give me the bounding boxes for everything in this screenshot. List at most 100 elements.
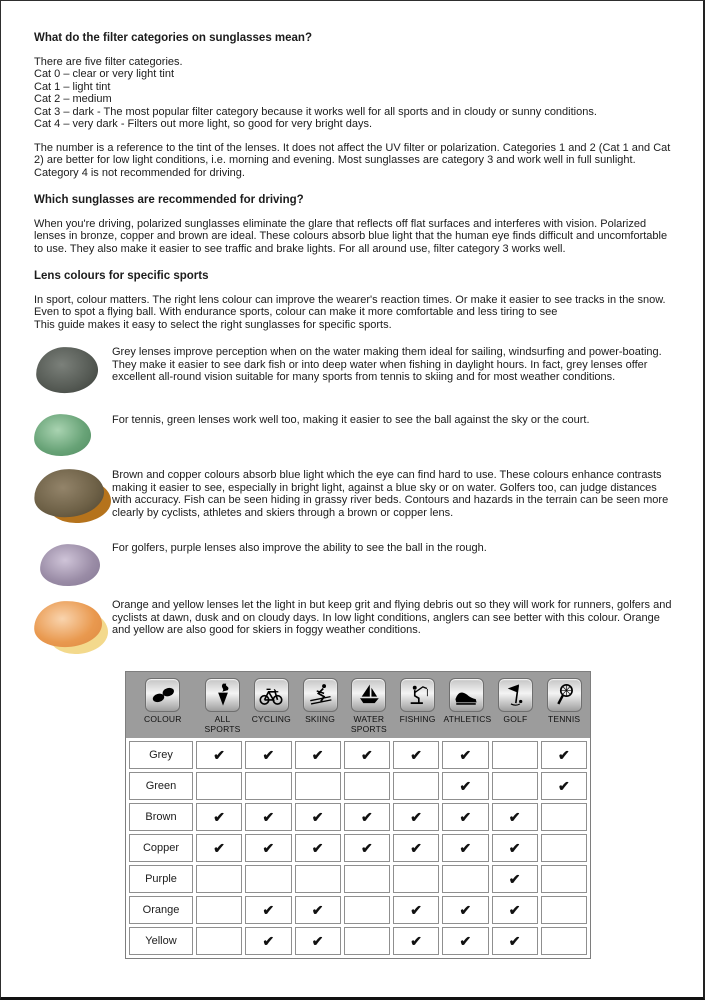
heading-filter-categories: What do the filter categories on sunglas… [34, 32, 312, 44]
check-cell-empty [196, 927, 243, 955]
check-cell-checked: ✔ [294, 896, 341, 924]
column-header-cycling: CYCLING [248, 678, 294, 734]
sunglasses-icon [150, 682, 176, 708]
lens-entry-brown: Brown and copper colours absorb blue lig… [32, 466, 675, 531]
lens-description-brown: Brown and copper colours absorb blue lig… [112, 469, 669, 519]
sports-table-body: Grey ✔ ✔ ✔ ✔ ✔ ✔ ✔ Green ✔ ✔ Brown ✔ ✔ ✔ ✔ ✔ ✔ ✔ Copper ✔ ✔ ✔ ✔… [126, 738, 590, 958]
column-header-colour: COLOUR [129, 678, 197, 734]
check-cell-empty [343, 927, 390, 955]
check-cell-checked: ✔ [393, 896, 440, 924]
sports-intro-paragraph: In sport, colour matters. The right lens… [34, 293, 666, 331]
lens-entry-orange: Orange and yellow lenses let the light i… [32, 599, 675, 657]
row-label-grey: Grey [129, 741, 193, 769]
check-cell-empty [491, 741, 538, 769]
column-header-skiing: SKIING [297, 678, 343, 734]
check-cell-checked: ✔ [294, 803, 341, 831]
check-cell-empty [343, 896, 390, 924]
check-cell-checked: ✔ [245, 834, 292, 862]
filter-category-line: Cat 1 – light tint [34, 80, 111, 93]
grey-lens-image [34, 345, 112, 403]
column-header-label: ALL SPORTS [204, 714, 241, 734]
check-cell-checked: ✔ [442, 772, 489, 800]
table-row-orange: Orange ✔ ✔ ✔ ✔ ✔ [129, 896, 587, 924]
check-cell-empty [540, 927, 587, 955]
check-cell-empty [343, 772, 390, 800]
check-cell-checked: ✔ [491, 896, 538, 924]
check-cell-empty [540, 865, 587, 893]
icon-tile-skiing [302, 678, 338, 712]
lens-description-grey: Grey lenses improve perception when on t… [112, 346, 662, 383]
check-cell-checked: ✔ [245, 741, 292, 769]
green-lens-image [33, 413, 112, 458]
column-header-fishing: FISHING [395, 678, 441, 734]
filter-category-block: There are five filter categories. Cat 0 … [34, 56, 677, 131]
lens-entry-grey: Grey lenses improve perception when on t… [34, 345, 675, 403]
column-header-label: FISHING [399, 714, 436, 724]
check-cell-checked: ✔ [442, 803, 489, 831]
check-cell-checked: ✔ [294, 834, 341, 862]
purple-lens-image [34, 542, 112, 588]
lens-description-purple: For golfers, purple lenses also improve … [112, 542, 487, 554]
bicycle-icon [258, 682, 284, 708]
lens-entry-green: For tennis, green lenses work well too, … [33, 413, 675, 458]
check-cell-checked: ✔ [491, 803, 538, 831]
driving-paragraph: When you're driving, polarized sunglasse… [34, 217, 668, 255]
filter-category-list: Cat 0 – clear or very light tint Cat 1 – … [34, 68, 677, 131]
check-cell-checked: ✔ [343, 741, 390, 769]
check-cell-checked: ✔ [442, 927, 489, 955]
check-cell-empty [245, 865, 292, 893]
check-cell-empty [393, 772, 440, 800]
filter-category-line: Cat 0 – clear or very light tint [34, 68, 175, 80]
check-cell-empty [196, 865, 243, 893]
check-cell-checked: ✔ [245, 896, 292, 924]
check-cell-empty [393, 865, 440, 893]
check-cell-checked: ✔ [343, 803, 390, 831]
table-row-copper: Copper ✔ ✔ ✔ ✔ ✔ ✔ ✔ [129, 834, 587, 862]
filter-note-paragraph: The number is a reference to the tint of… [34, 141, 671, 179]
angler-icon [405, 682, 431, 708]
check-cell-checked: ✔ [393, 803, 440, 831]
check-cell-checked: ✔ [540, 772, 587, 800]
tennis-racket-icon [551, 682, 577, 708]
check-cell-checked: ✔ [491, 927, 538, 955]
row-label-green: Green [129, 772, 193, 800]
row-label-copper: Copper [129, 834, 193, 862]
column-header-label: COLOUR [144, 714, 182, 724]
column-header-label: TENNIS [547, 714, 581, 724]
check-cell-empty [540, 896, 587, 924]
check-cell-checked: ✔ [196, 834, 243, 862]
icon-tile-athletics [448, 678, 484, 712]
check-cell-checked: ✔ [196, 803, 243, 831]
check-cell-checked: ✔ [393, 741, 440, 769]
grey-lens-front-layer [34, 345, 100, 395]
check-cell-checked: ✔ [245, 803, 292, 831]
filter-category-line: Cat 3 – dark - The most popular filter c… [34, 105, 597, 118]
check-cell-checked: ✔ [491, 865, 538, 893]
check-cell-empty [196, 772, 243, 800]
filter-category-line: Cat 4 – very dark - Filters out more lig… [34, 118, 373, 130]
row-label-orange: Orange [129, 896, 193, 924]
column-header-golf: GOLF [492, 678, 538, 734]
row-label-purple: Purple [129, 865, 193, 893]
row-label-brown: Brown [129, 803, 193, 831]
table-row-green: Green ✔ ✔ [129, 772, 587, 800]
table-row-purple: Purple ✔ [129, 865, 587, 893]
table-row-yellow: Yellow ✔ ✔ ✔ ✔ ✔ [129, 927, 587, 955]
lens-description-green: For tennis, green lenses work well too, … [112, 414, 590, 426]
check-cell-empty [294, 772, 341, 800]
icon-tile-cycling [253, 678, 289, 712]
brown-lens-image [32, 466, 112, 531]
icon-tile-water-sports [351, 678, 387, 712]
purple-lens-front-layer [39, 542, 101, 588]
orange-lens-image [32, 599, 112, 657]
column-header-athletics: ATHLETICS [443, 678, 491, 734]
check-cell-empty [196, 896, 243, 924]
icon-tile-all-sports [205, 678, 241, 712]
check-cell-checked: ✔ [245, 927, 292, 955]
check-cell-checked: ✔ [294, 741, 341, 769]
check-cell-empty [540, 834, 587, 862]
lens-entry-purple: For golfers, purple lenses also improve … [34, 542, 675, 588]
running-shoe-icon [453, 682, 479, 708]
column-header-label: CYCLING [251, 714, 291, 724]
